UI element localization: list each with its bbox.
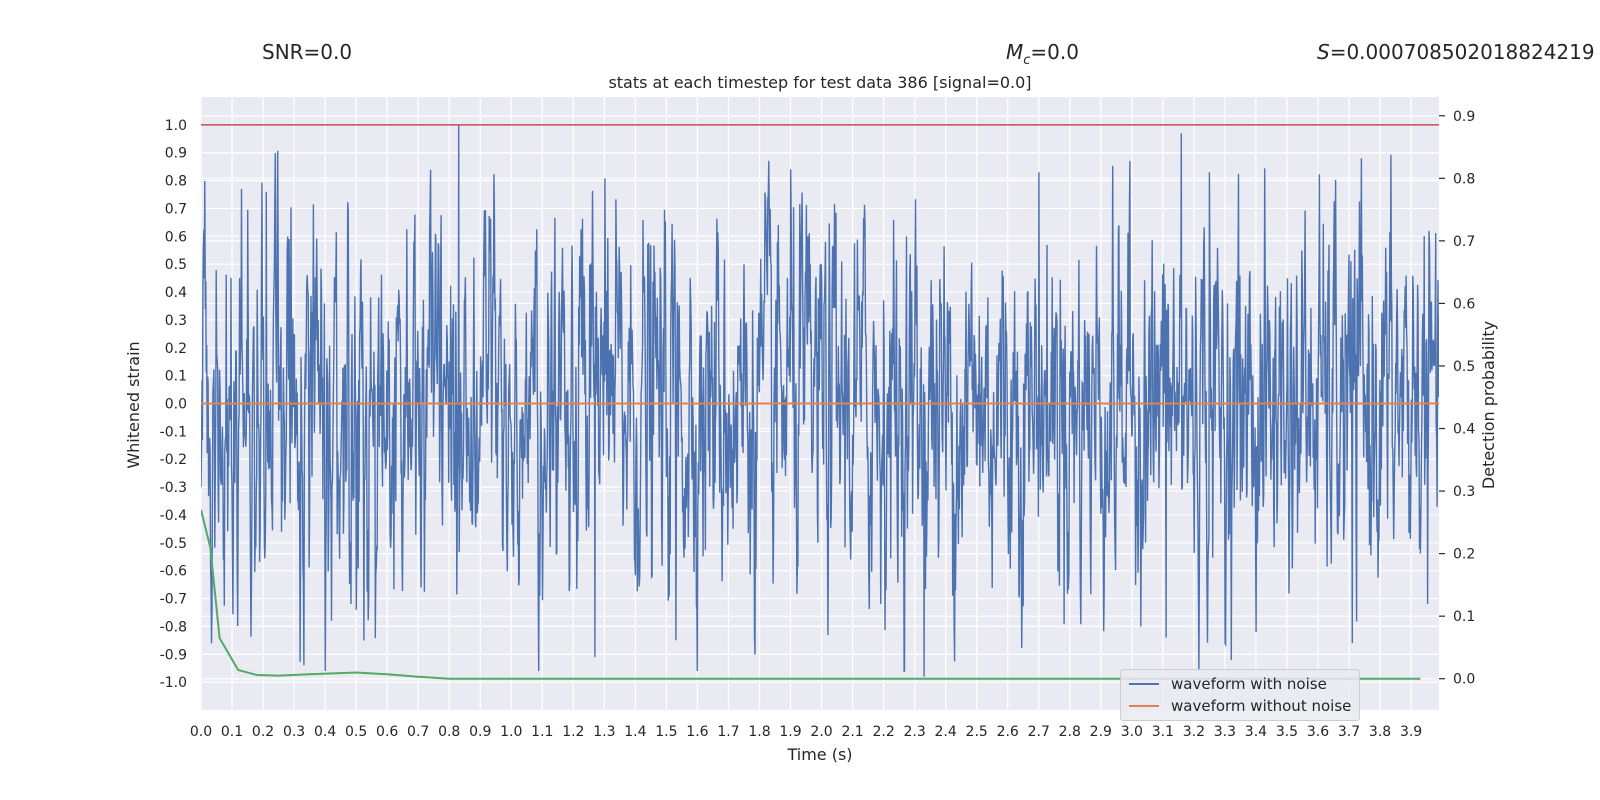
legend-label-clean: waveform without noise <box>1171 697 1352 715</box>
s-statistic-symbol: S <box>1317 40 1330 64</box>
y2-tick-label: 0.4 <box>1453 422 1475 438</box>
snr-label: SNR=0.0 <box>262 40 353 64</box>
y-tick-label: -1.0 <box>160 675 187 691</box>
legend-label-noise: waveform with noise <box>1171 675 1327 693</box>
x-tick-label: 3.3 <box>1214 724 1236 740</box>
y2-tick-label: 0.2 <box>1453 547 1475 563</box>
series-detection-probability <box>201 509 1421 680</box>
x-tick-label: 1.1 <box>531 724 553 740</box>
y-tick-label: 0.0 <box>165 397 187 413</box>
y2-tick-label: 0.9 <box>1453 109 1475 125</box>
x-tick-label: 1.4 <box>624 724 646 740</box>
y2-tick-label: 0.3 <box>1453 484 1475 500</box>
x-tick-label: 2.1 <box>841 724 863 740</box>
legend-swatch-noise <box>1129 683 1159 685</box>
x-tick-label: 1.6 <box>686 724 708 740</box>
legend-item-clean: waveform without noise <box>1129 696 1351 716</box>
x-tick-label: 1.5 <box>655 724 677 740</box>
x-tick-label: 2.9 <box>1090 724 1112 740</box>
y-tick-label: 0.5 <box>165 257 187 273</box>
x-tick-label: 2.8 <box>1059 724 1081 740</box>
x-tick-label: 2.3 <box>904 724 926 740</box>
y-tick-label: -0.8 <box>160 619 187 635</box>
x-tick-label: 2.2 <box>872 724 894 740</box>
x-tick-label: 3.6 <box>1307 724 1329 740</box>
y-tick-label: 0.4 <box>165 285 187 301</box>
y-tick-label: -0.7 <box>160 592 187 608</box>
x-tick-label: 2.6 <box>997 724 1019 740</box>
y2-axis-label: Detection probability <box>1479 321 1498 489</box>
legend: waveform with noise waveform without noi… <box>1120 669 1360 721</box>
y-tick-label: 0.2 <box>165 341 187 357</box>
y-tick-label: 0.7 <box>165 201 187 217</box>
y2-axis-ticks: 0.9 0.8 0.7 0.6 0.5 0.4 0.3 0.2 0.1 0.0 <box>1439 109 1475 688</box>
y-axis-label: Whitened strain <box>124 341 143 468</box>
y2-tick-label: 0.8 <box>1453 171 1475 187</box>
y2-tick-label: 0.7 <box>1453 234 1475 250</box>
x-tick-label: 3.2 <box>1183 724 1205 740</box>
x-tick-label: 0.5 <box>345 724 367 740</box>
s-statistic-label: S=0.000708502018824219 <box>1317 40 1595 64</box>
x-tick-label: 3.7 <box>1338 724 1360 740</box>
y-tick-label: -0.6 <box>160 564 187 580</box>
x-axis-ticks: 0.0 0.1 0.2 0.3 0.4 0.5 0.6 0.7 0.8 0.9 1.0 1.1 1.2 1… <box>190 724 1422 740</box>
chart-title: stats at each timestep for test data 386… <box>608 73 1031 92</box>
y-tick-label: -0.9 <box>160 647 187 663</box>
x-tick-label: 3.1 <box>1152 724 1174 740</box>
x-tick-label: 1.3 <box>593 724 615 740</box>
y-tick-label: 0.1 <box>165 369 187 385</box>
y-tick-label: 0.8 <box>165 174 187 190</box>
x-tick-label: 3.0 <box>1121 724 1143 740</box>
x-tick-label: 0.2 <box>252 724 274 740</box>
x-tick-label: 2.7 <box>1028 724 1050 740</box>
chirp-mass-label: Mc=0.0 <box>1006 40 1079 68</box>
y-tick-label: 0.9 <box>165 146 187 162</box>
x-tick-label: 3.5 <box>1276 724 1298 740</box>
x-tick-label: 1.7 <box>717 724 739 740</box>
y-tick-label: 0.6 <box>165 229 187 245</box>
x-axis-label: Time (s) <box>786 745 852 764</box>
plot-area <box>201 124 1439 680</box>
y2-tick-label: 0.0 <box>1453 672 1475 688</box>
chirp-mass-symbol: M <box>1006 40 1024 64</box>
y-tick-label: -0.2 <box>160 452 187 468</box>
chirp-mass-subscript: c <box>1023 53 1031 68</box>
chirp-mass-value: =0.0 <box>1030 40 1079 64</box>
y2-tick-label: 0.6 <box>1453 296 1475 312</box>
legend-item-noise: waveform with noise <box>1129 674 1327 694</box>
x-tick-label: 3.9 <box>1400 724 1422 740</box>
legend-swatch-clean <box>1129 705 1159 707</box>
y-tick-label: -0.4 <box>160 508 187 524</box>
x-tick-label: 0.4 <box>314 724 336 740</box>
y-tick-label: -0.1 <box>160 424 187 440</box>
y-tick-label: 0.3 <box>165 313 187 329</box>
x-tick-label: 0.1 <box>221 724 243 740</box>
x-tick-label: 0.8 <box>438 724 460 740</box>
x-tick-label: 0.6 <box>376 724 398 740</box>
y-tick-label: -0.5 <box>160 536 187 552</box>
y-tick-label: -0.3 <box>160 480 187 496</box>
y-tick-label: 1.0 <box>165 118 187 134</box>
x-tick-label: 0.7 <box>407 724 429 740</box>
x-tick-label: 1.2 <box>562 724 584 740</box>
x-tick-label: 1.8 <box>748 724 770 740</box>
x-tick-label: 2.0 <box>810 724 832 740</box>
grid-lines <box>200 97 1439 710</box>
x-tick-label: 3.4 <box>1245 724 1267 740</box>
x-tick-label: 2.5 <box>966 724 988 740</box>
x-tick-label: 1.9 <box>779 724 801 740</box>
y2-tick-label: 0.1 <box>1453 609 1475 625</box>
x-tick-label: 2.4 <box>935 724 957 740</box>
x-tick-label: 0.9 <box>469 724 491 740</box>
series-waveform-with-noise <box>201 124 1439 677</box>
y2-tick-label: 0.5 <box>1453 359 1475 375</box>
y-axis-ticks: 1.0 0.9 0.8 0.7 0.6 0.5 0.4 0.3 0.2 0.1 0.0 -0.1 -0.… <box>160 118 187 691</box>
s-statistic-value: =0.000708502018824219 <box>1329 40 1595 64</box>
x-tick-label: 0.3 <box>283 724 305 740</box>
x-tick-label: 0.0 <box>190 724 212 740</box>
x-tick-label: 3.8 <box>1369 724 1391 740</box>
x-tick-label: 1.0 <box>500 724 522 740</box>
